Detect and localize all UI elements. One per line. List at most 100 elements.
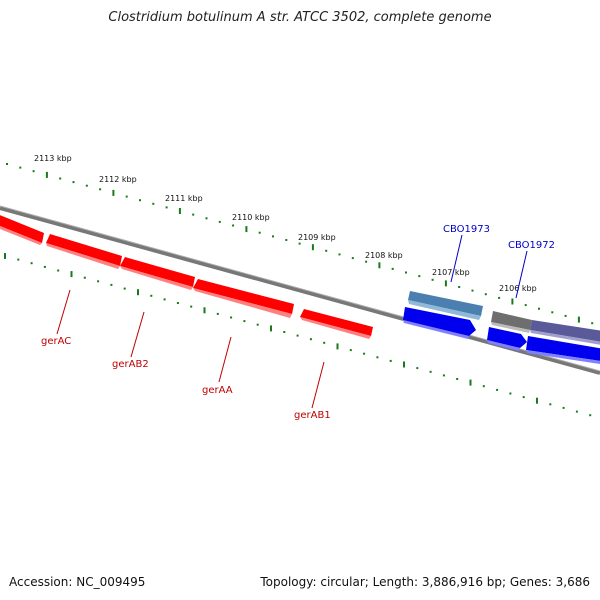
gene-gerAC[interactable] <box>0 211 44 245</box>
minor-tick <box>99 188 102 191</box>
minor-tick <box>243 320 246 323</box>
minor-tick <box>85 184 88 187</box>
minor-tick <box>456 378 459 380</box>
minor-tick <box>59 177 62 180</box>
minor-tick <box>190 305 193 308</box>
minor-tick <box>43 265 46 268</box>
leader-gerAC <box>56 289 71 335</box>
minor-tick <box>57 269 60 272</box>
minor-tick <box>258 231 261 234</box>
gene-CBO1973[interactable] <box>408 291 483 320</box>
minor-tick <box>458 286 461 288</box>
minor-tick <box>562 406 565 409</box>
gene-blue-3[interactable] <box>526 336 600 365</box>
leader-CBO1972 <box>515 250 528 299</box>
minor-tick <box>283 331 286 333</box>
genome-summary-text: Topology: circular; Length: 3,886,916 bp… <box>260 575 590 589</box>
leader-gerAB1 <box>311 361 325 409</box>
major-tick <box>112 189 115 196</box>
tick-label-2110: 2110 kbp <box>232 213 270 222</box>
gene-CBO1972[interactable] <box>530 320 600 346</box>
minor-tick <box>418 275 421 278</box>
minor-tick <box>496 388 499 391</box>
major-tick <box>403 361 405 368</box>
minor-tick <box>165 206 168 209</box>
minor-tick <box>325 249 328 252</box>
major-tick <box>45 171 48 178</box>
gene-unlabeled-red[interactable] <box>300 309 373 339</box>
minor-tick <box>205 217 208 220</box>
minor-tick <box>589 414 592 417</box>
minor-tick <box>429 370 432 373</box>
tick-label-2108: 2108 kbp <box>365 251 403 260</box>
outer-tick-ring <box>6 163 594 325</box>
gene-label-CBO1973[interactable]: CBO1973 <box>443 224 490 235</box>
minor-tick <box>575 410 578 413</box>
minor-tick <box>218 220 221 223</box>
minor-tick <box>285 239 288 241</box>
major-tick <box>270 325 272 332</box>
minor-tick <box>482 385 485 388</box>
major-tick <box>378 262 381 269</box>
minor-tick <box>431 278 434 281</box>
minor-tick <box>376 356 379 359</box>
major-tick <box>178 208 181 214</box>
minor-tick <box>232 224 235 227</box>
minor-tick <box>471 289 474 292</box>
leader-gerAA <box>218 336 232 383</box>
minor-tick <box>17 258 20 261</box>
minor-tick <box>309 338 312 341</box>
gene-gerAB2[interactable] <box>46 234 122 269</box>
major-tick <box>4 253 6 259</box>
gene-label-gerAB1[interactable]: gerAB1 <box>294 410 331 421</box>
gene-label-CBO1972[interactable]: CBO1972 <box>508 240 555 251</box>
tick-label-2113: 2113 kbp <box>34 154 72 163</box>
minor-tick <box>97 280 100 283</box>
minor-tick <box>30 262 33 265</box>
minor-tick <box>272 235 274 238</box>
gene-blue-1[interactable] <box>403 307 476 339</box>
leader-CBO1973 <box>450 234 463 283</box>
minor-tick <box>349 349 352 352</box>
tick-label-2109: 2109 kbp <box>298 233 336 242</box>
minor-tick <box>416 367 419 370</box>
genome-title: Clostridium botulinum A str. ATCC 3502, … <box>108 10 492 25</box>
major-tick <box>577 316 580 323</box>
major-tick <box>469 379 472 386</box>
gene-blue-2[interactable] <box>487 327 527 351</box>
minor-tick <box>551 311 554 314</box>
minor-tick <box>338 253 341 256</box>
minor-tick <box>125 195 128 198</box>
minor-tick <box>323 341 326 344</box>
tick-label-2107: 2107 kbp <box>432 268 470 277</box>
minor-tick <box>498 296 501 299</box>
minor-tick <box>216 312 219 315</box>
minor-tick <box>484 293 487 296</box>
minor-tick <box>163 298 166 301</box>
minor-tick <box>230 316 233 319</box>
minor-tick <box>524 304 527 307</box>
minor-tick <box>442 374 445 377</box>
gene-gerAB1[interactable] <box>193 279 294 318</box>
accession-text: Accession: NC_009495 <box>9 575 146 589</box>
major-tick <box>203 307 206 314</box>
minor-tick <box>83 276 86 279</box>
minor-tick <box>509 392 512 395</box>
minor-tick <box>564 314 567 317</box>
gene-gerAA[interactable] <box>120 257 195 290</box>
gene-label-gerAC[interactable]: gerAC <box>41 336 71 347</box>
gene-gray[interactable] <box>491 311 532 333</box>
major-tick <box>311 244 314 251</box>
minor-tick <box>123 287 126 290</box>
minor-tick <box>72 181 75 184</box>
minor-tick <box>391 267 394 270</box>
minor-tick <box>365 260 368 263</box>
gene-label-gerAB2[interactable]: gerAB2 <box>112 359 149 370</box>
minor-tick <box>176 302 179 304</box>
minor-tick <box>363 352 366 355</box>
minor-tick <box>549 403 552 406</box>
major-tick <box>511 298 514 305</box>
gene-label-gerAA[interactable]: gerAA <box>202 385 233 396</box>
minor-tick <box>19 166 22 169</box>
